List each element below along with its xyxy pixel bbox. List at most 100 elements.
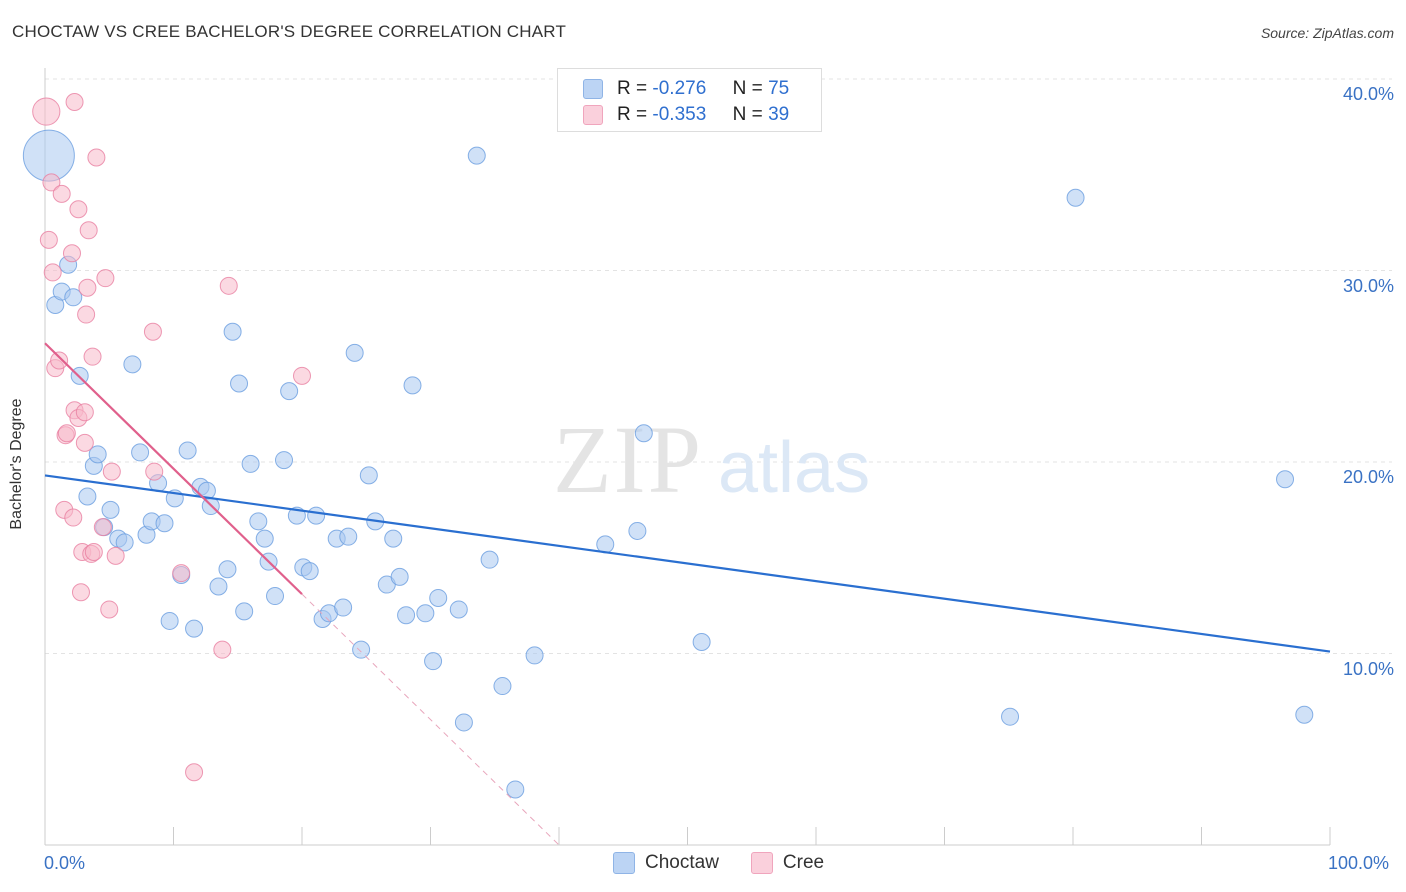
data-point-cree (143, 322, 162, 341)
data-point-choctaw (525, 646, 544, 665)
legend-row-cree: R = -0.353 N = 39 (583, 103, 789, 127)
legend-n-value: 75 (768, 78, 790, 99)
data-point-choctaw (493, 677, 512, 696)
trend-lines (44, 342, 1331, 846)
data-point-choctaw (634, 424, 653, 443)
data-point-choctaw (692, 633, 711, 652)
data-point-choctaw (241, 454, 260, 473)
legend-swatch-cree (583, 105, 603, 125)
data-point-choctaw (480, 550, 499, 569)
data-point-cree (79, 221, 98, 240)
series-legend-choctaw: Choctaw (613, 852, 719, 874)
data-point-choctaw (64, 288, 83, 307)
data-point-cree (102, 462, 121, 481)
data-point-choctaw (334, 598, 353, 617)
x-tick-min: 0.0% (44, 853, 86, 873)
x-tick-max: 100.0% (1328, 853, 1390, 873)
watermark-atlas: atlas (718, 428, 870, 508)
data-point-choctaw (275, 451, 294, 470)
data-point-choctaw (397, 606, 416, 625)
legend-r-label: R = (617, 104, 648, 125)
data-point-cree (69, 200, 88, 219)
y-tick-label: 20.0% (1342, 467, 1394, 487)
data-point-cree (78, 278, 97, 297)
data-point-cree (75, 403, 94, 422)
series-label-cree: Cree (782, 852, 825, 873)
data-point-choctaw (223, 322, 242, 341)
y-tick-label: 40.0% (1342, 84, 1394, 104)
trend-line-choctaw (44, 474, 1331, 653)
legend-r-value: -0.353 (652, 104, 707, 125)
data-point-choctaw (1295, 705, 1314, 724)
data-point-cree (96, 269, 115, 288)
data-point-choctaw (403, 376, 422, 395)
data-point-choctaw (249, 512, 268, 531)
data-point-choctaw (339, 527, 358, 546)
data-point-cree (213, 640, 232, 659)
data-point-cree (185, 763, 204, 782)
data-points (22, 92, 1314, 799)
data-point-choctaw (235, 602, 254, 621)
legend-r-value: -0.276 (652, 78, 707, 99)
series-label-choctaw: Choctaw (645, 852, 719, 873)
data-point-choctaw (384, 529, 403, 548)
data-point-choctaw (115, 533, 134, 552)
data-point-choctaw (416, 604, 435, 623)
data-point-choctaw (1066, 188, 1085, 207)
data-point-choctaw (78, 487, 97, 506)
y-tick-label: 30.0% (1342, 275, 1394, 296)
data-point-choctaw (101, 500, 120, 519)
source-note: Source: ZipAtlas.com (1260, 25, 1394, 41)
data-point-choctaw (218, 560, 237, 579)
data-point-cree (77, 305, 96, 324)
data-point-cree (52, 184, 71, 203)
chart-title: CHOCTAW VS CREE BACHELOR'S DEGREE CORREL… (12, 22, 567, 41)
data-point-cree (84, 543, 103, 562)
data-point-choctaw (390, 567, 409, 586)
data-point-choctaw (22, 129, 75, 182)
data-point-cree (100, 600, 119, 619)
data-point-cree (172, 564, 191, 583)
trend-line-cree (44, 342, 303, 595)
data-point-choctaw (1001, 707, 1020, 726)
legend-n-value: 39 (768, 104, 790, 125)
data-point-choctaw (123, 355, 142, 374)
data-point-choctaw (209, 577, 228, 596)
data-point-choctaw (429, 588, 448, 607)
data-point-cree (32, 97, 61, 126)
data-point-cree (87, 148, 106, 167)
series-legend: Choctaw Cree (613, 852, 856, 874)
data-point-choctaw (255, 529, 274, 548)
data-point-choctaw (467, 146, 486, 165)
data-point-cree (39, 230, 58, 249)
series-legend-cree: Cree (750, 852, 825, 874)
data-point-choctaw (266, 587, 285, 606)
data-point-cree (42, 173, 61, 192)
series-swatch-choctaw (613, 852, 635, 874)
data-point-cree (145, 462, 164, 481)
legend-r-label: R = (617, 78, 648, 99)
data-point-choctaw (1276, 470, 1295, 489)
data-point-choctaw (280, 382, 299, 401)
data-point-choctaw (88, 445, 107, 464)
y-tick-label: 10.0% (1342, 658, 1394, 679)
watermark-zip: ZIP (553, 406, 703, 513)
data-point-cree (93, 518, 112, 537)
data-point-choctaw (345, 343, 364, 362)
data-point-cree (71, 583, 90, 602)
data-point-choctaw (185, 619, 204, 638)
data-point-cree (64, 508, 83, 527)
data-point-choctaw (178, 441, 197, 460)
data-point-choctaw (300, 562, 319, 581)
data-point-choctaw (160, 611, 179, 630)
legend-swatch-choctaw (583, 79, 603, 99)
correlation-legend: R = -0.276 N = 75 R = -0.353 N = 39 (557, 68, 822, 132)
data-point-choctaw (628, 521, 647, 540)
data-point-cree (57, 424, 76, 443)
data-point-cree (62, 244, 81, 263)
watermark: ZIP atlas (553, 406, 870, 513)
trend-extension-cree (301, 593, 560, 846)
data-point-cree (75, 433, 94, 452)
data-point-choctaw (352, 640, 371, 659)
data-point-choctaw (454, 713, 473, 732)
